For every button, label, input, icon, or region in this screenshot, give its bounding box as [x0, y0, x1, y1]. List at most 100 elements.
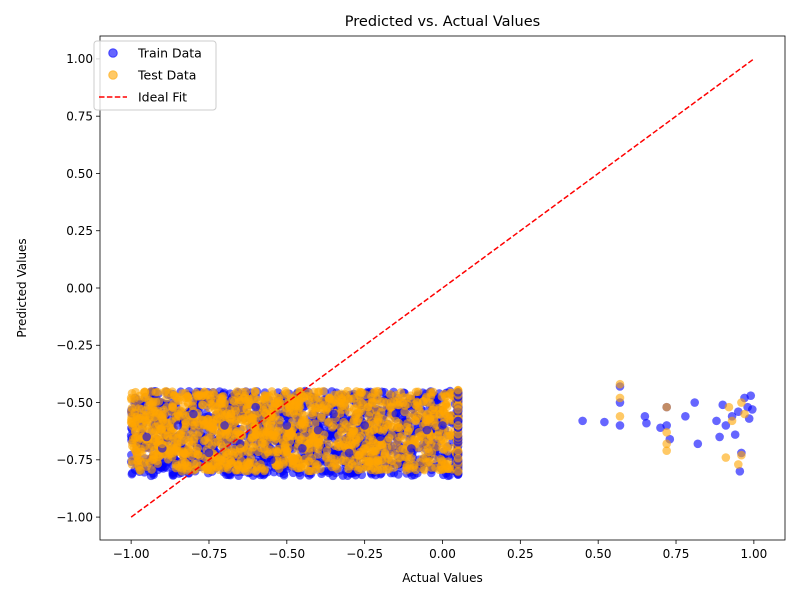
test-point: [391, 416, 401, 426]
y-tick-label: −0.75: [56, 453, 93, 467]
test-point: [446, 416, 455, 425]
test-point: [423, 398, 432, 407]
test-point: [615, 393, 625, 403]
test-point: [178, 450, 188, 460]
test-point: [258, 403, 268, 412]
test-point: [352, 438, 361, 447]
test-point: [317, 412, 326, 421]
train-point: [730, 430, 740, 439]
test-point: [435, 403, 444, 413]
train-point: [712, 416, 721, 426]
test-point: [173, 409, 183, 419]
test-point: [213, 457, 223, 467]
test-point: [237, 404, 246, 414]
test-point: [176, 437, 186, 447]
train-point: [313, 425, 323, 435]
test-point: [194, 392, 203, 401]
test-point: [300, 459, 309, 469]
train-point: [142, 432, 152, 442]
test-point: [409, 460, 419, 470]
test-point: [168, 401, 177, 411]
test-point: [256, 443, 266, 453]
train-point: [266, 455, 276, 465]
x-axis-ticks: −1.00 −0.75 −0.50 −0.25 0.00 0.25 0.50 0.75 1.00: [113, 540, 767, 561]
x-tick-label: 0.25: [507, 547, 534, 561]
legend-marker-train: [108, 48, 118, 58]
test-point: [131, 426, 141, 436]
y-tick-label: −1.00: [56, 510, 93, 524]
test-point: [429, 454, 439, 464]
test-point: [285, 408, 295, 418]
test-point: [274, 396, 284, 406]
test-point: [142, 462, 152, 471]
test-point: [355, 450, 364, 460]
test-point: [402, 465, 411, 475]
test-point: [662, 402, 671, 412]
test-point: [361, 462, 371, 472]
legend-label-ideal: Ideal Fit: [138, 90, 187, 105]
x-tick-label: 0.50: [585, 547, 612, 561]
test-point: [721, 453, 731, 462]
test-point: [394, 453, 404, 463]
train-point: [690, 398, 700, 407]
test-point: [453, 385, 463, 395]
y-tick-label: −0.25: [56, 339, 93, 353]
test-point: [279, 390, 289, 399]
test-point: [135, 465, 144, 475]
test-point: [395, 393, 404, 403]
train-point: [375, 432, 385, 442]
test-point: [453, 446, 463, 456]
test-point: [137, 404, 146, 414]
test-point: [364, 427, 374, 437]
train-point: [642, 418, 651, 428]
test-point: [307, 453, 317, 463]
test-point: [153, 459, 163, 468]
train-point: [153, 465, 163, 475]
test-point: [294, 435, 304, 445]
test-point: [189, 448, 198, 458]
train-point: [251, 402, 260, 412]
test-point: [241, 387, 251, 397]
test-point: [140, 393, 149, 403]
test-point: [440, 459, 450, 469]
test-point: [222, 450, 231, 460]
data-points: [142, 379, 757, 476]
test-point: [293, 454, 303, 464]
test-point: [371, 399, 380, 408]
train-point: [735, 466, 745, 476]
test-point: [245, 398, 254, 407]
test-point: [322, 446, 332, 455]
test-point: [229, 435, 239, 445]
legend-box: [93, 40, 217, 111]
train-point: [204, 448, 214, 458]
y-tick-label: 0.25: [66, 224, 93, 238]
test-point: [212, 403, 222, 412]
test-point: [339, 440, 348, 450]
test-point: [403, 427, 413, 436]
test-point: [737, 450, 746, 460]
test-point: [237, 430, 246, 440]
test-point: [275, 404, 285, 414]
train-point: [422, 425, 432, 435]
y-axis-title: Predicted Values: [15, 238, 29, 337]
test-point: [413, 387, 423, 397]
test-point: [344, 402, 354, 412]
test-point: [385, 389, 395, 399]
test-point: [384, 464, 393, 474]
test-point: [349, 417, 358, 427]
test-point: [423, 444, 433, 454]
test-point: [324, 439, 334, 449]
test-point: [414, 402, 423, 411]
test-point: [313, 450, 323, 459]
test-point: [182, 393, 192, 402]
train-point: [438, 421, 447, 430]
test-point: [370, 387, 380, 397]
test-point: [304, 396, 313, 405]
test-point: [196, 415, 205, 424]
test-point: [127, 456, 137, 465]
train-point: [681, 411, 690, 421]
test-point: [357, 388, 367, 397]
test-point: [312, 460, 322, 469]
test-point: [240, 422, 250, 431]
